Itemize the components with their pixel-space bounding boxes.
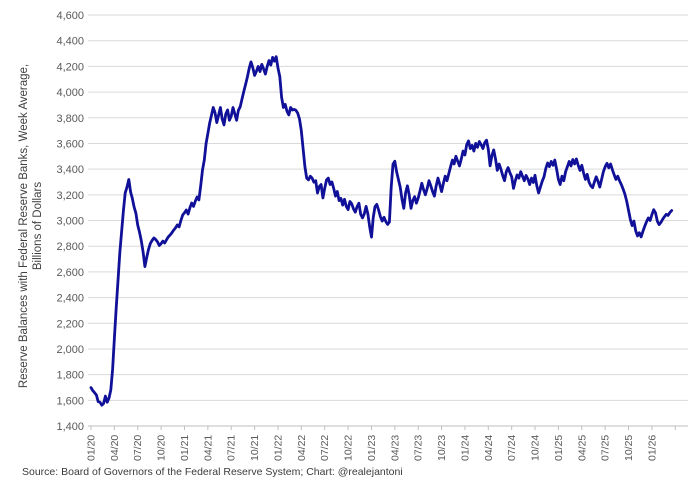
x-tick-label: 10/20 <box>156 435 168 461</box>
x-tick-label: 01/22 <box>272 435 284 461</box>
x-axis-tick-labels: 01/20 04/20 07/20 10/20 01/21 04/21 07/21 10/21… <box>86 435 659 461</box>
y-tick-label: 1,600 <box>56 395 84 407</box>
x-tick-label: 01/20 <box>86 435 98 461</box>
y-tick-label: 4,600 <box>56 10 84 22</box>
x-tick-label: 10/22 <box>343 435 355 461</box>
x-tick-label: 01/23 <box>366 435 378 461</box>
y-tick-label: 3,600 <box>56 138 84 150</box>
y-tick-label: 2,000 <box>56 344 84 356</box>
y-tick-label: 4,000 <box>56 87 84 99</box>
x-tick-label: 04/23 <box>389 435 401 461</box>
x-tick-label: 04/21 <box>202 435 214 461</box>
x-tick-label: 07/24 <box>506 435 518 461</box>
x-tick-label: 04/25 <box>576 435 588 461</box>
x-tick-label: 07/20 <box>132 435 144 461</box>
y-axis-title-line1: Reserve Balances with Federal Reserve Ba… <box>18 63 30 389</box>
x-tick-label: 10/25 <box>623 435 635 461</box>
y-tick-label: 2,600 <box>56 267 84 279</box>
y-tick-label: 3,200 <box>56 190 84 202</box>
y-tick-label: 3,400 <box>56 164 84 176</box>
x-tick-label: 10/21 <box>249 435 261 461</box>
y-tick-label: 2,200 <box>56 318 84 330</box>
reserve-balances-line <box>89 55 674 407</box>
x-tick-label: 01/26 <box>646 435 658 461</box>
x-tick-label: 04/24 <box>483 435 495 461</box>
gridlines <box>88 14 688 427</box>
x-tick-label: 01/21 <box>179 435 191 461</box>
y-tick-label: 1,400 <box>56 421 84 433</box>
y-tick-label: 2,400 <box>56 293 84 305</box>
y-tick-label: 4,200 <box>56 61 84 73</box>
y-tick-label: 3,800 <box>56 113 84 125</box>
y-tick-label: 2,800 <box>56 241 84 253</box>
source-caption: Source: Board of Governors of the Federa… <box>22 466 403 478</box>
y-tick-label: 1,800 <box>56 370 84 382</box>
x-tick-label: 04/20 <box>109 435 121 461</box>
x-tick-label: 07/21 <box>226 435 238 461</box>
y-tick-label: 4,400 <box>56 36 84 48</box>
x-tick-label: 01/24 <box>459 435 471 461</box>
y-axis-tick-labels: 1,400 1,600 1,800 2,000 2,200 2,400 2,600 2,800… <box>56 10 84 433</box>
x-tick-label: 04/22 <box>296 435 308 461</box>
x-tick-label: 07/22 <box>319 435 331 461</box>
y-axis-title: Reserve Balances with Federal Reserve Ba… <box>17 11 45 441</box>
x-tick-label: 10/23 <box>436 435 448 461</box>
x-axis <box>90 426 676 430</box>
y-axis-title-line2: Billions of Dollars <box>32 181 44 271</box>
x-tick-label: 10/24 <box>530 435 542 461</box>
x-tick-label: 07/25 <box>600 435 612 461</box>
y-tick-label: 3,000 <box>56 216 84 228</box>
x-tick-label: 07/23 <box>413 435 425 461</box>
x-tick-label: 01/25 <box>553 435 565 461</box>
